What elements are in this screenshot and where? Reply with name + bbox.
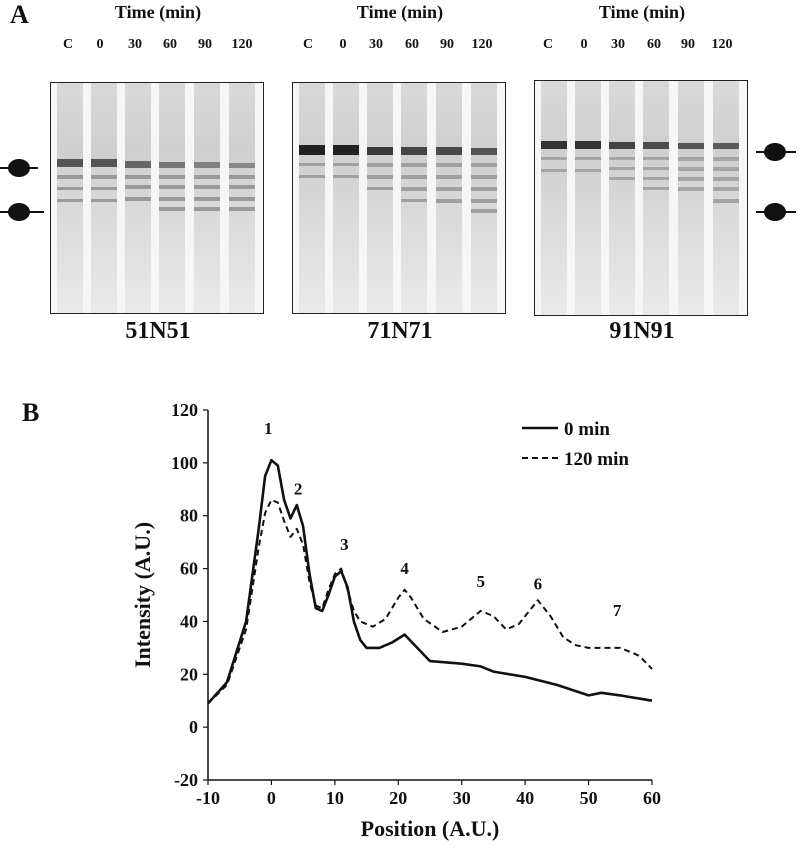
x-tick-label: 10	[326, 788, 344, 808]
y-tick-label: 100	[171, 453, 198, 473]
y-tick-label: 120	[171, 400, 198, 420]
peak-label: 7	[613, 601, 622, 620]
x-tick-label: 50	[580, 788, 598, 808]
lane-label: 90	[681, 37, 695, 52]
x-tick-label: 20	[389, 788, 407, 808]
lane-label: 60	[647, 37, 661, 52]
lane-label: 60	[405, 37, 419, 52]
lane-label: 30	[611, 37, 625, 52]
gel-51n51: Time (min) C 0 30 60 90 120	[50, 0, 266, 350]
time-axis-label: Time (min)	[356, 2, 444, 22]
x-axis-label: Position (A.U.)	[361, 816, 500, 841]
panel-b-label: B	[22, 398, 40, 427]
lane-label: C	[542, 37, 554, 52]
lane-label: 0	[580, 37, 588, 52]
y-tick-label: 60	[180, 559, 198, 579]
peak-label: 3	[340, 535, 349, 554]
series-line-120-min	[207, 498, 653, 705]
lane-label: 120	[711, 37, 733, 52]
time-axis-label: Time (min)	[114, 2, 202, 22]
lane-label: 0	[96, 37, 104, 52]
legend-label: 120 min	[564, 449, 629, 470]
peak-label: 2	[294, 480, 303, 499]
gel-image	[534, 80, 748, 316]
gel-91n91: Time (min) C 0 30 60 90 120	[534, 0, 750, 350]
gel-name: 71N71	[367, 318, 433, 344]
peak-label: 5	[476, 572, 485, 591]
gel-name: 51N51	[125, 318, 191, 344]
nucleosome-marker-icon	[0, 201, 44, 223]
y-tick-label: 20	[180, 664, 198, 684]
lane-label: 30	[128, 37, 142, 52]
x-tick-label: -10	[196, 788, 220, 808]
peak-label: 4	[400, 559, 409, 578]
y-tick-label: -20	[174, 770, 198, 790]
time-axis-label: Time (min)	[598, 2, 686, 22]
lane-label: 0	[339, 37, 347, 52]
legend-label: 0 min	[564, 419, 610, 440]
y-tick-label: 0	[189, 717, 198, 737]
x-tick-label: 40	[516, 788, 534, 808]
lane-label: 120	[471, 37, 493, 52]
x-tick-label: 30	[453, 788, 471, 808]
x-tick-label: 0	[267, 788, 276, 808]
nucleosome-marker-icon	[756, 141, 796, 163]
lane-label: 90	[440, 37, 454, 52]
panel-a-label: A	[10, 0, 29, 29]
gel-image	[292, 82, 506, 314]
y-tick-label: 80	[180, 506, 198, 526]
peak-label: 1	[264, 419, 273, 438]
lane-label: C	[62, 37, 74, 52]
intensity-line-chart: -20 0 20 40 60 80 100 120 -10 0 10 20 30 40 50 60 Positi…	[130, 400, 661, 841]
peak-label: 6	[534, 575, 543, 594]
nucleosome-marker-icon	[756, 201, 796, 223]
gel-71n71: Time (min) C 0 30 60 90 120	[292, 0, 508, 350]
nucleosome-marker-icon	[0, 157, 40, 179]
x-tick-label: 60	[643, 788, 661, 808]
series-line-0-min	[207, 458, 653, 705]
lane-label: 60	[163, 37, 177, 52]
lane-label: C	[302, 37, 314, 52]
lane-label: 90	[198, 37, 212, 52]
gel-image	[50, 82, 264, 314]
y-tick-label: 40	[180, 611, 198, 631]
gel-name: 91N91	[609, 318, 675, 344]
lane-label: 120	[231, 37, 253, 52]
y-axis-label: Intensity (A.U.)	[130, 522, 155, 668]
lane-label: 30	[369, 37, 383, 52]
